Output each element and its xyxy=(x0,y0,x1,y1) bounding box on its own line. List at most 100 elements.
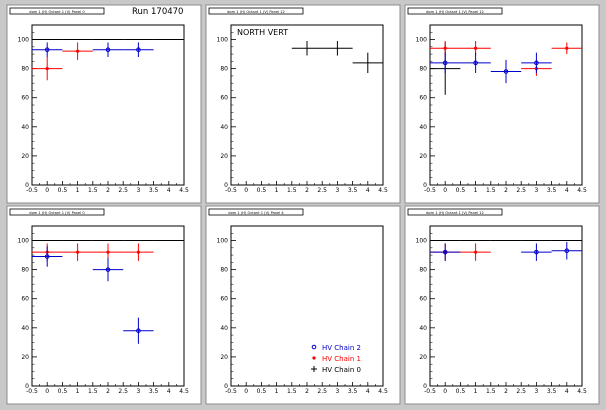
data-point-chain1 xyxy=(123,243,154,261)
y-tick-label: 100 xyxy=(217,238,229,245)
legend-entry: HV Chain 1 xyxy=(312,355,361,363)
plot-pad: dom 1 (H) Octant 1 (V) Panel 0-0.5 0 0.5 1 1… xyxy=(6,205,202,405)
data-point-chain2 xyxy=(123,317,154,344)
x-tick-label: 3 xyxy=(534,187,538,194)
y-tick-label: 80 xyxy=(419,66,427,73)
x-tick-label: 0 xyxy=(45,388,49,395)
data-point-chain2 xyxy=(32,246,63,267)
pad-background xyxy=(6,4,202,204)
y-tick-label: 80 xyxy=(220,66,228,73)
run-label: Run 170470 xyxy=(132,7,183,17)
pad-title: dom 1 (H) Octant 1 (V) Panel 12 xyxy=(227,10,285,14)
data-point-chain1 xyxy=(460,243,491,261)
x-tick-label: 0.5 xyxy=(257,187,267,194)
data-point-chain2 xyxy=(490,59,522,84)
x-tick-label: 2.5 xyxy=(516,187,526,194)
pad-title-box xyxy=(9,208,105,216)
pad-title-box xyxy=(208,7,304,15)
y-tick-label: 0 xyxy=(224,182,228,189)
y-tick-label: 0 xyxy=(224,383,228,390)
x-tick-label: 1 xyxy=(76,388,80,395)
x-tick-label: 3.5 xyxy=(149,187,159,194)
plot-pad: dom 1 (H) Octant 1 (V) Panel 12-0.5 0 0.5 1… xyxy=(205,4,401,204)
y-tick-label: 20 xyxy=(21,153,29,160)
legend-entry: HV Chain 2 xyxy=(311,344,361,352)
x-tick-label: -0.5 xyxy=(225,388,237,395)
x-tick-label: 2 xyxy=(504,187,508,194)
marker-star xyxy=(474,46,478,50)
x-tick-label: 1 xyxy=(76,187,80,194)
legend-marker-circle xyxy=(311,344,317,350)
x-tick-label: 0 xyxy=(443,187,447,194)
marker-star xyxy=(76,250,80,254)
marker-circle xyxy=(136,47,141,53)
pad-title-box xyxy=(407,208,503,216)
x-tick-label: 3 xyxy=(136,388,140,395)
x-tick-label: 3 xyxy=(534,388,538,395)
y-tick-label: 60 xyxy=(21,95,29,102)
x-tick-label: 0.5 xyxy=(257,388,267,395)
pad-title-box xyxy=(407,7,503,15)
x-tick-label: 3.5 xyxy=(149,388,159,395)
x-tick-label: 2.5 xyxy=(118,388,128,395)
pad-title: dom 1 (H) Octant 1 (V) Panel 12 xyxy=(426,211,484,215)
x-tick-label: -0.5 xyxy=(424,187,436,194)
data-point-chain1 xyxy=(551,42,582,55)
marker-circle xyxy=(473,60,478,66)
x-tick-label: 4.5 xyxy=(378,388,388,395)
x-tick-label: 1.5 xyxy=(287,388,297,395)
y-tick-label: 60 xyxy=(419,95,427,102)
y-tick-label: 40 xyxy=(220,124,228,131)
x-tick-label: 0 xyxy=(244,388,248,395)
y-tick-label: 0 xyxy=(423,182,427,189)
x-tick-label: 1 xyxy=(275,388,279,395)
x-tick-label: 0.5 xyxy=(58,388,68,395)
data-point-chain2 xyxy=(521,243,552,261)
marker-circle xyxy=(105,47,111,53)
x-tick-label: 1 xyxy=(275,187,279,194)
y-tick-label: 0 xyxy=(25,182,29,189)
x-tick-label: 4 xyxy=(366,187,370,194)
x-tick-label: 3 xyxy=(335,388,339,395)
x-tick-label: 3.5 xyxy=(348,187,358,194)
data-point-chain0 xyxy=(322,41,353,56)
x-tick-label: 2 xyxy=(504,388,508,395)
data-point-chain2 xyxy=(460,52,491,73)
y-tick-label: 20 xyxy=(419,153,427,160)
x-tick-label: 3.5 xyxy=(348,388,358,395)
y-tick-label: 60 xyxy=(220,95,228,102)
data-point-chain2 xyxy=(521,52,552,73)
y-tick-label: 20 xyxy=(220,153,228,160)
x-tick-label: 1.5 xyxy=(486,187,496,194)
x-tick-label: 4 xyxy=(167,388,171,395)
marker-circle xyxy=(44,254,50,259)
marker-circle xyxy=(564,248,570,254)
marker-circle xyxy=(534,60,539,66)
legend-entry: HV Chain 0 xyxy=(311,366,361,374)
pad-title: dom 1 (H) Octant 1 (V) Panel 12 xyxy=(426,10,484,14)
y-tick-label: 60 xyxy=(419,296,427,303)
x-tick-label: 1.5 xyxy=(486,388,496,395)
pad-title-box xyxy=(208,208,304,216)
marker-circle xyxy=(503,69,509,74)
marker-circle xyxy=(105,267,111,272)
data-point-chain0 xyxy=(352,52,383,73)
x-tick-label: 1 xyxy=(474,187,478,194)
x-tick-label: 2 xyxy=(305,187,309,194)
data-point-chain2 xyxy=(92,258,124,282)
pad-background xyxy=(6,205,202,405)
y-tick-label: 80 xyxy=(220,267,228,274)
y-tick-label: 40 xyxy=(21,124,29,131)
plot-pad: dom 1 (H) Octant 1 (V) Panel 12-0.5 0 0.5 1… xyxy=(404,205,600,405)
y-tick-label: 100 xyxy=(416,238,428,245)
x-tick-label: 4 xyxy=(565,388,569,395)
y-tick-label: 20 xyxy=(21,354,29,361)
x-tick-label: 3.5 xyxy=(547,187,557,194)
plot-pad: dom 1 (H) Octant 1 (V) Panel 4-0.5 0 0.5 1 1… xyxy=(205,205,401,405)
x-tick-label: 4 xyxy=(366,388,370,395)
x-tick-label: 4.5 xyxy=(179,187,189,194)
x-tick-label: 3.5 xyxy=(547,388,557,395)
pad-title: dom 1 (H) Octant 1 (V) Panel 0 xyxy=(29,211,85,215)
